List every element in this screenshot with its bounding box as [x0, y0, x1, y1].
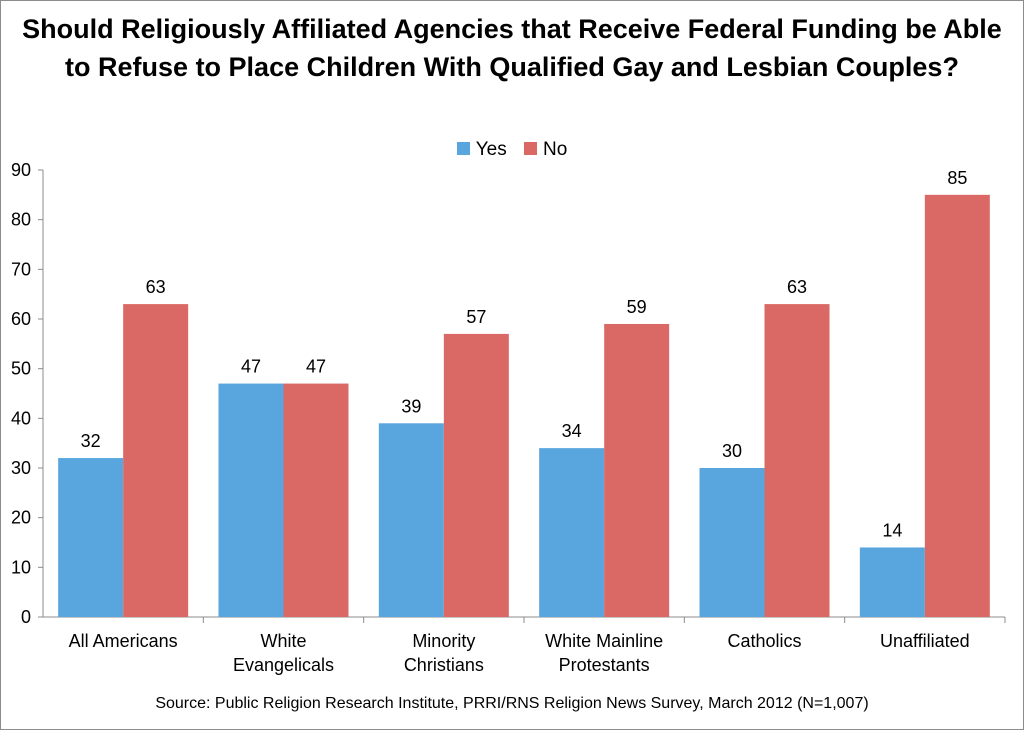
x-tick-label-line: White Mainline — [545, 631, 663, 651]
y-tick-label: 60 — [11, 309, 31, 329]
y-tick-label: 10 — [11, 557, 31, 577]
bar-yes — [699, 468, 765, 617]
legend: Yes No — [0, 138, 1024, 162]
data-label-no: 47 — [306, 357, 326, 377]
data-label-yes: 32 — [81, 431, 101, 451]
source-note: Source: Public Religion Research Institu… — [155, 695, 869, 712]
x-tick-label-line: Christians — [404, 655, 484, 675]
y-tick-label: 0 — [21, 607, 31, 627]
y-tick-label: 40 — [11, 408, 31, 428]
bar-no — [123, 304, 189, 617]
bar-yes — [859, 547, 925, 617]
chart-title: Should Religiously Affiliated Agencies t… — [22, 14, 1002, 82]
x-tick-label: All Americans — [69, 631, 178, 651]
data-label-yes: 34 — [562, 421, 582, 441]
data-label-yes: 30 — [722, 441, 742, 461]
legend-swatch-no — [523, 142, 537, 155]
bar-yes — [539, 448, 605, 617]
bar-yes — [58, 458, 124, 617]
bar-yes — [378, 423, 444, 617]
legend-label-no: No — [542, 139, 568, 160]
x-tick-label: Unaffiliated — [880, 631, 970, 651]
y-tick-label: 90 — [11, 160, 31, 180]
bar-yes — [218, 383, 284, 617]
x-tick-label-line: Evangelicals — [233, 655, 334, 675]
data-label-no: 63 — [787, 277, 807, 297]
bar-no — [604, 323, 670, 617]
x-tick-label: White Evangelicals — [233, 631, 334, 675]
data-label-no: 85 — [947, 168, 967, 188]
legend-swatch-yes — [456, 142, 470, 155]
x-tick-label: Minority Christians — [404, 631, 484, 675]
x-tick-label-line: Protestants — [559, 655, 650, 675]
y-tick-label: 80 — [11, 210, 31, 230]
x-tick-label-line: White — [260, 631, 306, 651]
legend-item-no: No — [523, 138, 568, 162]
x-tick-label-line: Minority — [412, 631, 475, 651]
x-tick-label: Catholics — [727, 631, 801, 651]
data-label-yes: 39 — [401, 396, 421, 416]
bar-no — [443, 333, 509, 617]
legend-label-yes: Yes — [475, 139, 507, 160]
y-tick-label: 70 — [11, 259, 31, 279]
bar-no — [764, 304, 830, 617]
data-label-no: 59 — [627, 297, 647, 317]
y-tick-label: 50 — [11, 359, 31, 379]
bar-no — [924, 194, 990, 618]
data-label-no: 63 — [146, 277, 166, 297]
x-tick-label-line: Unaffiliated — [880, 631, 970, 651]
x-tick-label-line: All Americans — [69, 631, 178, 651]
y-tick-label: 30 — [11, 458, 31, 478]
data-label-yes: 47 — [241, 357, 261, 377]
x-tick-label: White Mainline Protestants — [545, 631, 663, 675]
y-tick-label: 20 — [11, 508, 31, 528]
bar-no — [283, 383, 349, 617]
x-tick-label-line: Catholics — [727, 631, 801, 651]
legend-item-yes: Yes — [456, 138, 507, 162]
data-label-yes: 14 — [882, 520, 902, 540]
data-label-no: 57 — [466, 307, 486, 327]
